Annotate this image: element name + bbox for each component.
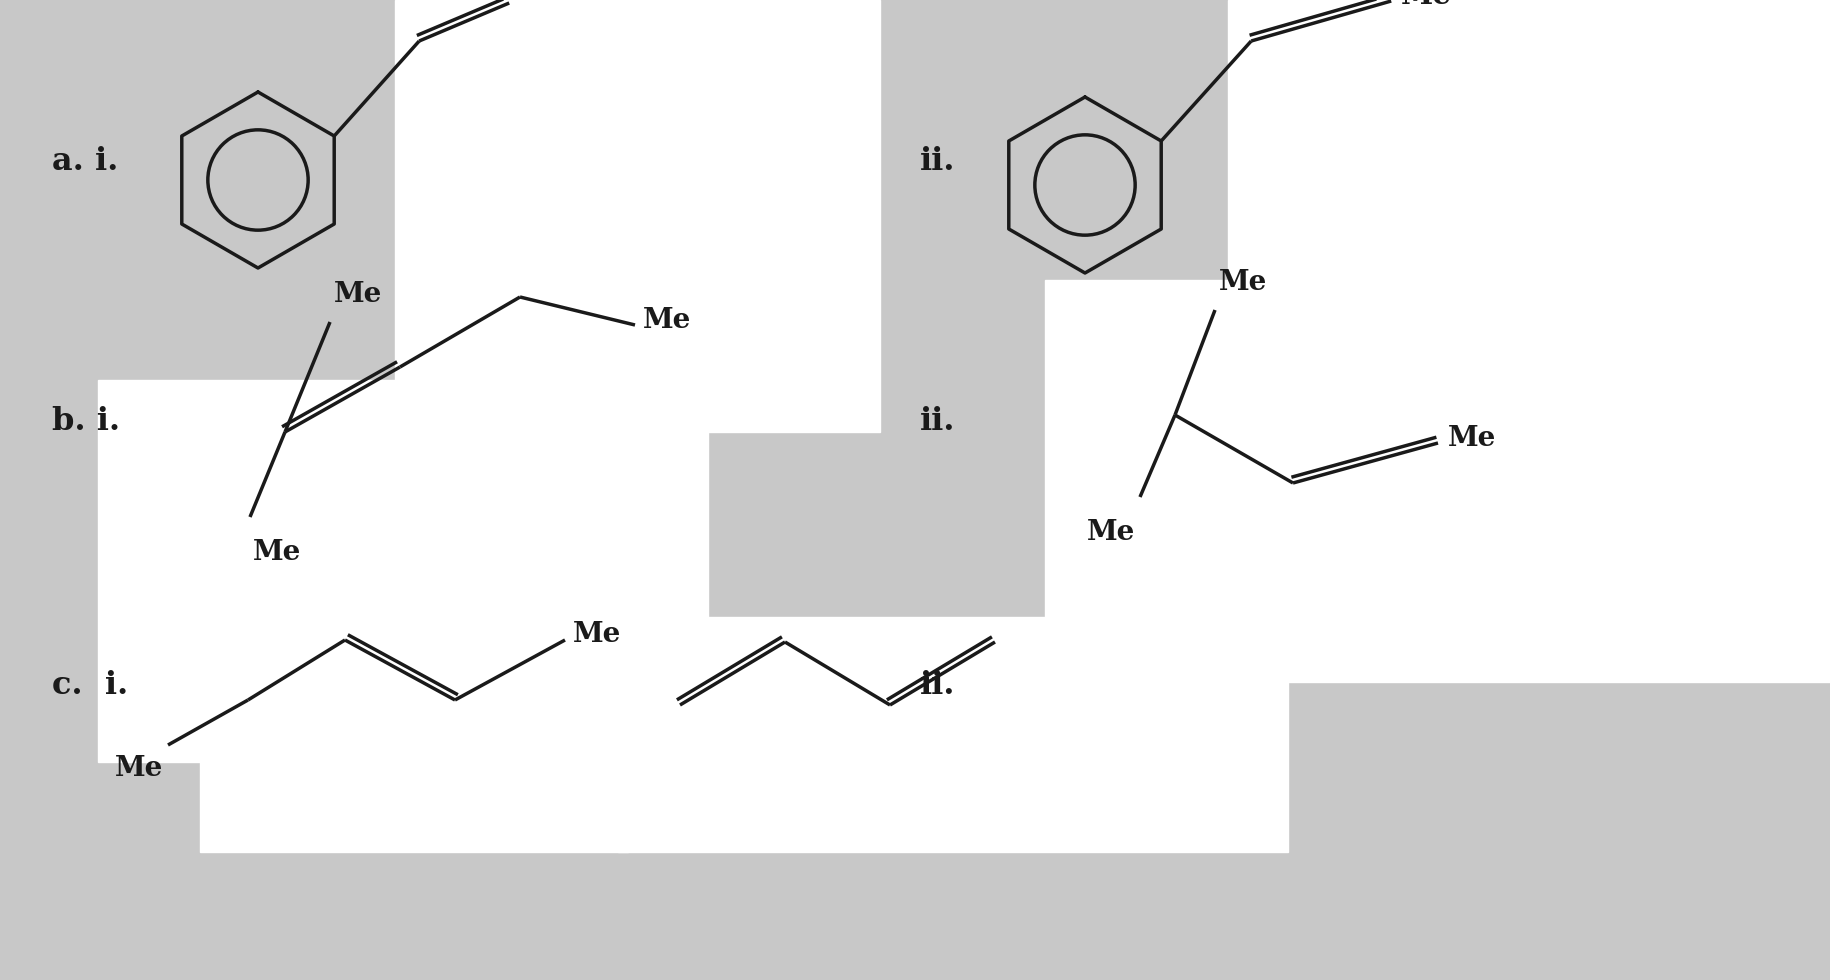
Text: Me: Me <box>115 755 163 782</box>
FancyBboxPatch shape <box>1228 0 1830 392</box>
Text: ii.: ii. <box>920 407 955 437</box>
FancyBboxPatch shape <box>99 380 708 762</box>
Text: Me: Me <box>1219 269 1268 296</box>
Text: ii.: ii. <box>920 669 955 701</box>
Text: a. i.: a. i. <box>51 146 119 177</box>
Text: Me: Me <box>253 539 302 566</box>
Text: c.  i.: c. i. <box>51 669 128 701</box>
Text: ii.: ii. <box>920 146 955 177</box>
Text: Me: Me <box>1448 424 1497 452</box>
Text: Me: Me <box>1402 0 1451 11</box>
Text: Me: Me <box>642 307 692 333</box>
FancyBboxPatch shape <box>395 0 880 432</box>
Text: Me: Me <box>573 621 622 649</box>
FancyBboxPatch shape <box>619 617 1288 852</box>
Text: Me: Me <box>1087 519 1135 546</box>
Text: Me: Me <box>335 281 382 308</box>
Text: b. i.: b. i. <box>51 407 121 437</box>
FancyBboxPatch shape <box>1045 280 1830 682</box>
FancyBboxPatch shape <box>199 617 628 852</box>
